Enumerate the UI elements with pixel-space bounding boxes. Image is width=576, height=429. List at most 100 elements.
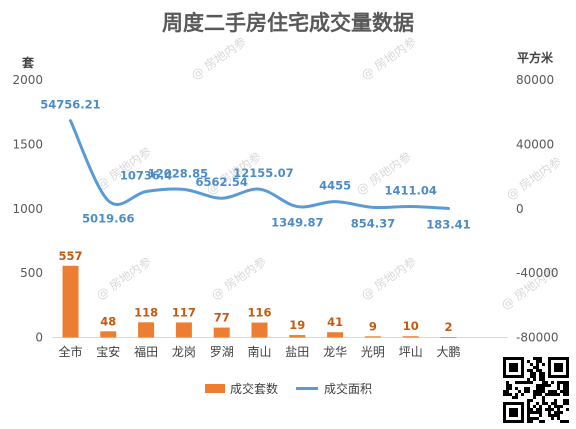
qr-module bbox=[551, 390, 554, 393]
qr-module bbox=[539, 384, 542, 387]
qr-module bbox=[539, 405, 542, 408]
qr-module bbox=[536, 387, 539, 390]
x-category-label: 罗湖 bbox=[210, 344, 234, 359]
qr-module bbox=[563, 387, 566, 390]
qr-module bbox=[554, 390, 557, 393]
qr-module bbox=[557, 393, 560, 396]
x-category-label: 龙岗 bbox=[172, 345, 196, 359]
qr-module bbox=[566, 384, 569, 387]
qr-module bbox=[527, 420, 530, 423]
legend-line-label: 成交面积 bbox=[324, 381, 372, 396]
bar bbox=[175, 322, 192, 338]
qr-module bbox=[557, 387, 560, 390]
qr-module bbox=[530, 369, 533, 372]
qr-module bbox=[560, 390, 563, 393]
qr-module bbox=[539, 369, 542, 372]
qr-module bbox=[554, 393, 557, 396]
x-axis-categories: 全市 宝安 福田 龙岗 罗湖 南山 盐田 龙华 光明 坪山 大鹏 bbox=[58, 344, 460, 359]
qr-module bbox=[524, 387, 527, 390]
qr-module bbox=[548, 405, 551, 408]
qr-module bbox=[536, 402, 539, 405]
qr-module bbox=[563, 390, 566, 393]
qr-module bbox=[533, 411, 536, 414]
line-data-label: 10736.4 bbox=[120, 168, 172, 182]
qr-module bbox=[527, 381, 530, 384]
qr-module bbox=[563, 381, 566, 384]
line-data-label: 12028.85 bbox=[148, 166, 208, 180]
qr-module bbox=[551, 414, 554, 417]
qr-module bbox=[557, 417, 560, 420]
qr-module bbox=[533, 393, 536, 396]
qr-finder bbox=[554, 363, 563, 372]
x-category-label: 光明 bbox=[361, 345, 385, 359]
qr-module bbox=[542, 378, 545, 381]
qr-module bbox=[557, 384, 560, 387]
x-category-label: 大鹏 bbox=[436, 345, 460, 359]
qr-module bbox=[545, 384, 548, 387]
qr-module bbox=[527, 399, 530, 402]
qr-module bbox=[545, 381, 548, 384]
qr-module bbox=[509, 384, 512, 387]
bar-data-label: 48 bbox=[100, 314, 116, 328]
line-data-label: 5019.66 bbox=[82, 212, 134, 226]
qr-module bbox=[527, 417, 530, 420]
qr-module bbox=[539, 411, 542, 414]
qr-module bbox=[563, 402, 566, 405]
qr-module bbox=[557, 381, 560, 384]
qr-code-icon bbox=[503, 357, 569, 423]
qr-module bbox=[539, 372, 542, 375]
qr-module bbox=[527, 390, 530, 393]
qr-module bbox=[530, 408, 533, 411]
qr-module bbox=[536, 408, 539, 411]
line-data-label: 12155.07 bbox=[233, 166, 293, 180]
qr-module bbox=[539, 408, 542, 411]
bars-series bbox=[62, 265, 457, 339]
qr-module bbox=[551, 393, 554, 396]
qr-module bbox=[545, 393, 548, 396]
y-right-tick-label: 80000 bbox=[516, 73, 554, 87]
line-data-label: 6562.54 bbox=[196, 175, 248, 189]
qr-module bbox=[506, 384, 509, 387]
qr-module bbox=[506, 393, 509, 396]
watermark-text: @ 房地内参 bbox=[503, 154, 564, 203]
qr-module bbox=[527, 387, 530, 390]
bar-data-label: 2 bbox=[444, 320, 452, 334]
bar bbox=[364, 336, 381, 338]
line-series bbox=[69, 119, 450, 210]
y-left-tick-label: 1000 bbox=[12, 202, 43, 216]
qr-module bbox=[554, 414, 557, 417]
qr-module bbox=[515, 393, 518, 396]
bar bbox=[402, 336, 419, 338]
qr-module bbox=[536, 360, 539, 363]
qr-module bbox=[560, 381, 563, 384]
qr-module bbox=[539, 357, 542, 360]
qr-module bbox=[542, 387, 545, 390]
qr-module bbox=[533, 417, 536, 420]
qr-module bbox=[536, 384, 539, 387]
bar-data-label: 557 bbox=[58, 249, 82, 263]
y-right-tick-label: 0 bbox=[516, 202, 524, 216]
watermark-text: @ 房地内参 bbox=[208, 254, 269, 303]
qr-module bbox=[518, 390, 521, 393]
qr-module bbox=[515, 387, 518, 390]
qr-module bbox=[563, 393, 566, 396]
qr-module bbox=[566, 399, 569, 402]
line-data-label: 54756.21 bbox=[40, 98, 100, 112]
qr-module bbox=[506, 387, 509, 390]
y-right-tick-label: -80000 bbox=[516, 331, 559, 345]
legend-bar-label: 成交套数 bbox=[230, 381, 278, 396]
qr-module bbox=[524, 381, 527, 384]
legend: 成交套数 成交面积 bbox=[205, 381, 372, 396]
watermark-text: @ 房地内参 bbox=[188, 34, 249, 83]
y-right-ticks: -80000 -40000 0 40000 80000 bbox=[516, 73, 559, 345]
bar bbox=[138, 322, 155, 338]
qr-module bbox=[563, 420, 566, 423]
qr-module bbox=[539, 387, 542, 390]
line-series-path bbox=[69, 119, 450, 210]
qr-module bbox=[557, 408, 560, 411]
qr-module bbox=[527, 405, 530, 408]
qr-module bbox=[518, 381, 521, 384]
qr-module bbox=[521, 393, 524, 396]
qr-module bbox=[530, 399, 533, 402]
qr-module bbox=[536, 369, 539, 372]
